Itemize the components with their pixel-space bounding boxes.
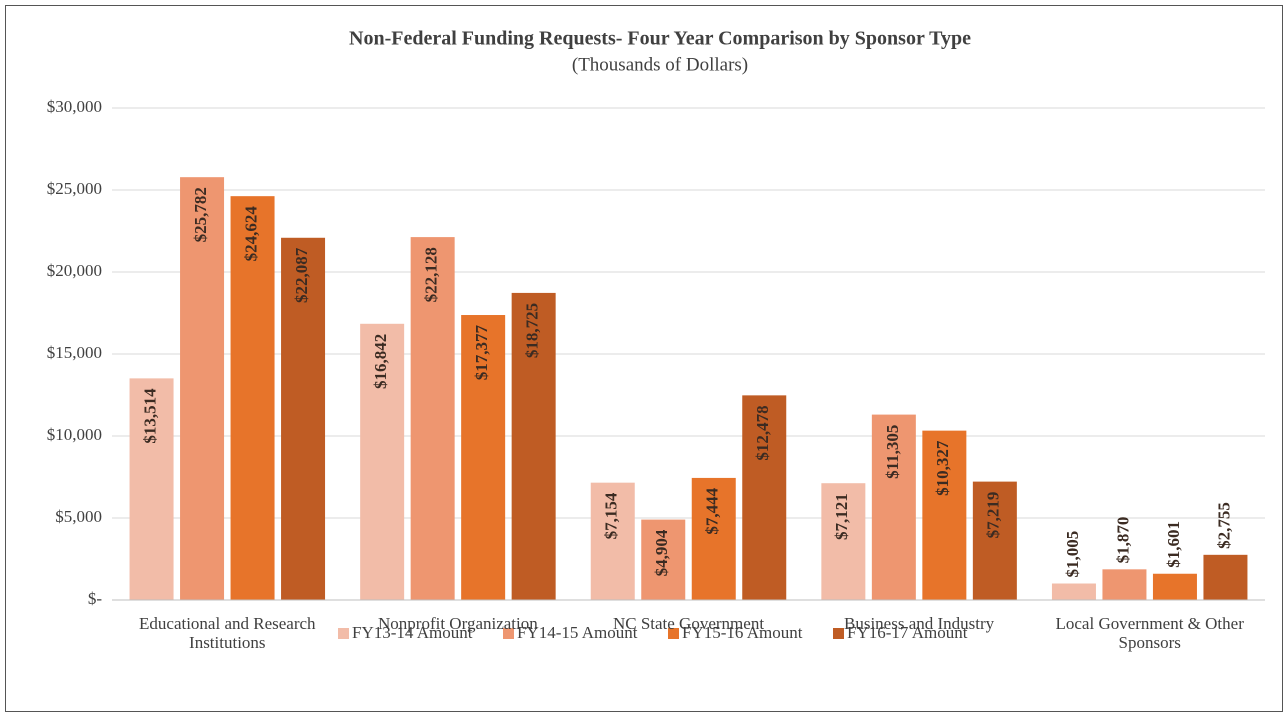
value-label: $1,870 [1113,517,1132,564]
legend-label: FY14-15 Amount [517,623,638,642]
chart-subtitle: (Thousands of Dollars) [572,54,748,75]
legend-label: FY13-14 Amount [352,623,473,642]
value-label: $13,514 [140,388,159,444]
bar [511,292,556,600]
value-label: $1,005 [1063,531,1082,578]
y-tick-label: $- [88,589,103,608]
bar [871,414,916,600]
y-tick-label: $30,000 [47,97,102,116]
bar [461,315,506,600]
bar [1152,573,1197,600]
legend-swatch [833,628,844,639]
chart-title: Non-Federal Funding Requests- Four Year … [349,28,971,50]
y-tick-label: $25,000 [47,179,102,198]
value-label: $2,755 [1214,502,1233,549]
x-tick-label: Nonprofit Organization [378,614,538,633]
legend-label: FY15-16 Amount [682,623,803,642]
value-label: $7,219 [984,492,1003,539]
value-label: $10,327 [933,440,952,496]
bar [821,483,866,600]
bar [590,482,635,600]
value-label: $24,624 [241,206,260,262]
value-label: $25,782 [191,187,210,242]
value-label: $7,444 [703,487,722,534]
bar [742,395,787,600]
y-tick-label: $5,000 [55,507,102,526]
value-label: $11,305 [883,425,902,479]
bar [922,430,967,600]
value-label: $4,904 [652,529,671,576]
legend-swatch [338,628,349,639]
value-label: $16,842 [371,334,390,389]
y-tick-label: $20,000 [47,261,102,280]
bar [1051,583,1096,600]
value-label: $7,154 [602,492,621,539]
x-tick-label: Educational and Research Institutions [139,614,316,652]
value-label: $12,478 [753,405,772,460]
bar [180,177,225,600]
bar [360,323,405,600]
bar [641,519,686,600]
value-label: $7,121 [832,493,851,540]
value-label: $1,601 [1164,521,1183,568]
value-label: $17,377 [472,325,491,381]
x-tick-label: Local Government & Other Sponsors [1055,614,1244,652]
x-tick-label: NC State Government [612,614,765,633]
legend-swatch [668,628,679,639]
bar [230,196,275,601]
legend-label: FY16-17 Amount [847,623,968,642]
value-label: $22,128 [422,247,441,302]
bar [281,237,326,600]
bar [129,378,174,600]
bar [1203,554,1248,600]
bar [691,477,736,600]
value-label: $22,087 [292,247,311,303]
value-label: $18,725 [523,303,542,358]
legend-swatch [503,628,514,639]
y-tick-label: $10,000 [47,425,102,444]
y-tick-label: $15,000 [47,343,102,362]
bar [410,237,455,600]
bar [1102,569,1147,600]
bar [972,481,1017,600]
x-tick-label: Business and Industry [844,614,995,633]
